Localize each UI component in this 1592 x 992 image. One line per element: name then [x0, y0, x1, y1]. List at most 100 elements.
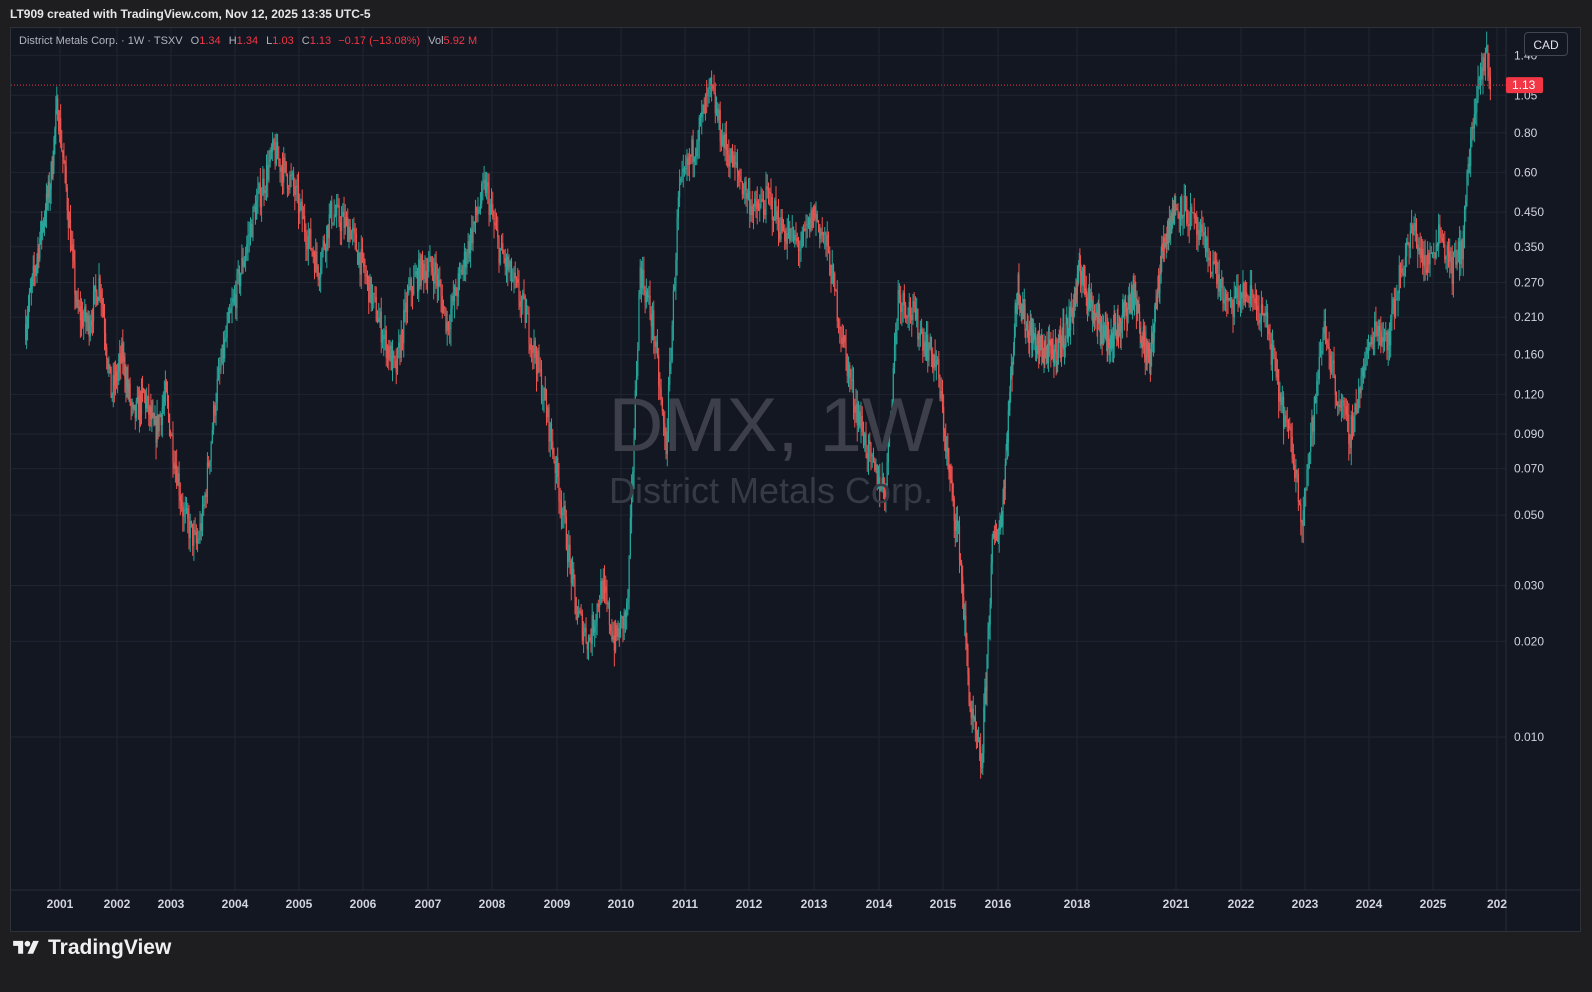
price-chart[interactable]: 2.401.801.401.050.800.600.4500.3500.2700…: [11, 28, 1580, 931]
x-tick-label: 2003: [158, 897, 185, 911]
candle-body: [1460, 240, 1462, 265]
legend-close-label: C: [301, 35, 310, 47]
candle-body: [1114, 316, 1116, 323]
candle-body: [815, 214, 817, 219]
candle-body: [195, 531, 197, 544]
candle-body: [1144, 331, 1146, 358]
candle-body: [1216, 259, 1218, 285]
candle-body: [444, 306, 446, 309]
candle-body: [1049, 339, 1051, 345]
candle-body: [837, 320, 840, 328]
candle-body: [922, 331, 924, 351]
candle-body: [1412, 224, 1414, 236]
candle-body: [49, 189, 51, 198]
candle-body: [1371, 336, 1373, 345]
candle-body: [874, 461, 876, 470]
candle-body: [1423, 255, 1425, 266]
candle-body: [1351, 415, 1354, 436]
candle-body: [1433, 252, 1435, 254]
candle-body: [334, 214, 337, 216]
candle-body: [704, 95, 707, 114]
candle-body: [33, 266, 35, 271]
candle-body: [242, 257, 244, 267]
candle-body: [306, 244, 308, 250]
candle-body: [1116, 337, 1118, 340]
candle-body: [1137, 302, 1139, 314]
candle-body: [963, 597, 965, 620]
candle-body: [162, 402, 164, 408]
candle-body: [316, 251, 318, 266]
candle-body: [1022, 305, 1025, 319]
candle-body: [733, 155, 735, 168]
candle-body: [508, 267, 510, 271]
candle-body: [354, 229, 356, 234]
candle-body: [1233, 296, 1235, 318]
candle-body: [525, 313, 528, 323]
candle-body: [649, 295, 651, 315]
candle-body: [779, 231, 781, 240]
candle-body: [493, 216, 495, 223]
x-tick-label: 2002: [104, 897, 131, 911]
candle-body: [336, 204, 338, 216]
candle-body: [1392, 298, 1394, 309]
candle-body: [148, 396, 150, 415]
candle-body: [1041, 341, 1043, 349]
candle-body: [1461, 240, 1463, 260]
candle-body: [268, 161, 270, 180]
candle-body: [1083, 264, 1085, 272]
currency-button[interactable]: CAD: [1524, 32, 1568, 56]
candle-body: [1487, 45, 1489, 69]
candle-body: [26, 327, 28, 340]
candle-body: [1012, 357, 1014, 375]
candle-body: [243, 260, 245, 267]
legend-symbol-name[interactable]: District Metals Corp.: [19, 35, 119, 47]
candle-body: [832, 265, 835, 274]
candle-body: [862, 431, 865, 446]
candle-body: [703, 104, 705, 114]
tradingview-brand[interactable]: TradingView: [10, 936, 171, 960]
candle-body: [1090, 293, 1092, 300]
candle-body: [425, 270, 427, 283]
candle-body: [1246, 292, 1248, 297]
candle-body: [54, 128, 56, 139]
candle-body: [1173, 202, 1176, 225]
candle-body: [586, 642, 588, 650]
candle-body: [1224, 293, 1227, 300]
candle-body: [939, 378, 941, 399]
candle-body: [1187, 223, 1189, 225]
candle-body: [1479, 67, 1482, 78]
candle-body: [740, 181, 742, 183]
chart-panel[interactable]: 2.401.801.401.050.800.600.4500.3500.2700…: [10, 27, 1581, 932]
candle-body: [1434, 252, 1436, 258]
candle-body: [550, 423, 553, 442]
candle-body: [374, 293, 376, 297]
candle-body: [1298, 501, 1301, 505]
candle-body: [487, 182, 489, 187]
candle-body: [1148, 345, 1150, 357]
candle-body: [52, 166, 54, 177]
candle-body: [650, 314, 652, 327]
candle-body: [1348, 414, 1350, 444]
candle-body: [1268, 329, 1270, 335]
candle-body: [687, 157, 689, 165]
candle-body: [37, 248, 39, 259]
candle-body: [535, 357, 538, 374]
candle-body: [1419, 247, 1421, 258]
candle-body: [224, 338, 226, 359]
candle-body: [1451, 257, 1453, 284]
candle-body: [1000, 519, 1003, 526]
candle-body: [706, 95, 708, 97]
candle-body: [1104, 324, 1106, 336]
candle-body: [1100, 324, 1102, 332]
candle-body: [1121, 322, 1123, 325]
candle-body: [911, 314, 913, 321]
candle-body: [442, 306, 445, 314]
candle-body: [230, 308, 232, 313]
candle-body: [691, 139, 693, 157]
candle-body: [907, 316, 909, 319]
candle-body: [628, 556, 630, 598]
candle-body: [671, 325, 673, 361]
candle-body: [353, 228, 355, 230]
candle-body: [131, 403, 133, 405]
candle-body: [386, 346, 389, 358]
